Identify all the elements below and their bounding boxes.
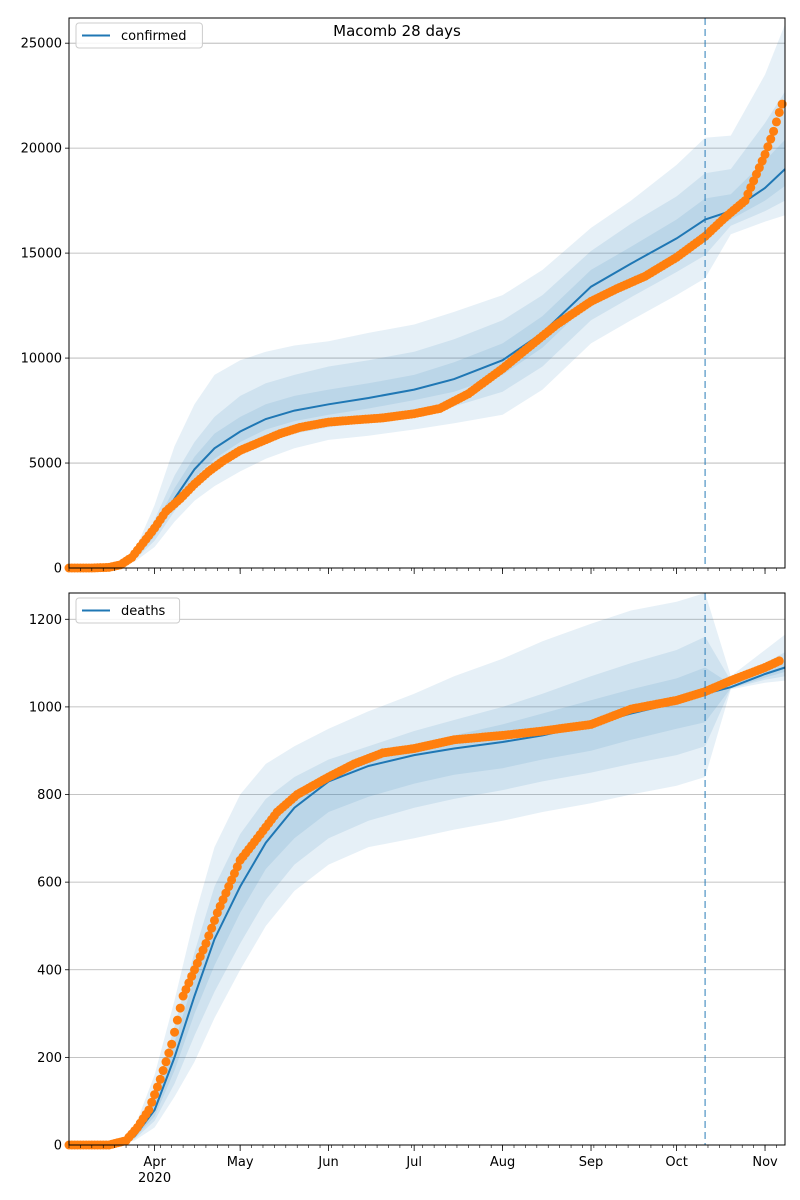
plot-frame [68,17,786,569]
y-tick-label: 600 [37,876,62,891]
y-tick-label: 200 [37,1051,62,1066]
observed-point [766,134,776,144]
legend: confirmed [75,22,203,49]
y-tick-label: 10000 [21,352,62,367]
observed-point [209,915,219,925]
observed-point [167,1039,177,1049]
x-tick-label: Nov [752,1155,778,1170]
confirmed-panel: 0 5000 10000 15000 20000 25000 confirmed [21,17,787,577]
legend-label: confirmed [121,29,187,44]
y-tick-label: 800 [37,788,62,803]
plot-frame [68,592,786,1146]
y-tick-label: 1200 [29,613,62,628]
legend-box [75,22,203,49]
observed-point [155,1074,165,1084]
observed-point [161,1057,171,1067]
observed-point [760,149,770,159]
uncertainty-band-inner [69,660,785,1145]
observed-point [150,1090,160,1100]
y-tick-label: 0 [54,1139,62,1154]
y-tick-label: 20000 [21,142,62,157]
x-tick-label: Apr [143,1155,166,1170]
x-tick-label: Jun [317,1155,338,1170]
observed-point [774,656,784,666]
uncertainty-band-outer [69,24,785,569]
y-tick-label: 25000 [21,37,62,52]
x-tick-label: Sep [579,1155,604,1170]
observed-point [763,142,773,152]
legend-box [75,597,181,624]
observed-point [172,1015,182,1025]
observed-point [170,1027,180,1037]
chart-title: Macomb 28 days [333,22,461,40]
observed-point [144,1105,154,1115]
deaths-panel: 0 200 400 600 800 1000 1200 Apr May Jun Jul Aug Sep O… [29,592,786,1186]
observed-point [204,931,214,941]
legend-label: deaths [121,604,166,619]
x-tick-label: May [227,1155,254,1170]
deaths-observed-points [64,656,784,1150]
observed-point [771,117,781,127]
observed-point [164,1048,174,1058]
x-year-label: 2020 [138,1171,171,1186]
observed-point [774,107,784,117]
legend: deaths [75,597,181,624]
y-tick-label: 5000 [29,457,62,472]
y-tick-label: 0 [54,562,62,577]
uncertainty-band-outer [69,593,785,1145]
observed-point [769,126,779,136]
x-tick-label: Oct [665,1155,687,1170]
observed-point [207,923,217,933]
confirmed-observed-points [64,99,787,573]
observed-point [147,1097,157,1107]
x-tick-label: Jul [405,1155,422,1170]
x-tick-label: Aug [490,1155,515,1170]
uncertainty-band-middle [69,636,785,1145]
y-tick-label: 1000 [29,700,62,715]
observed-point [175,1003,185,1013]
y-tick-label: 400 [37,963,62,978]
observed-point [201,938,211,948]
observed-point [158,1066,168,1076]
y-tick-label: 15000 [21,247,62,262]
observed-point [152,1082,162,1092]
observed-point [777,99,787,109]
